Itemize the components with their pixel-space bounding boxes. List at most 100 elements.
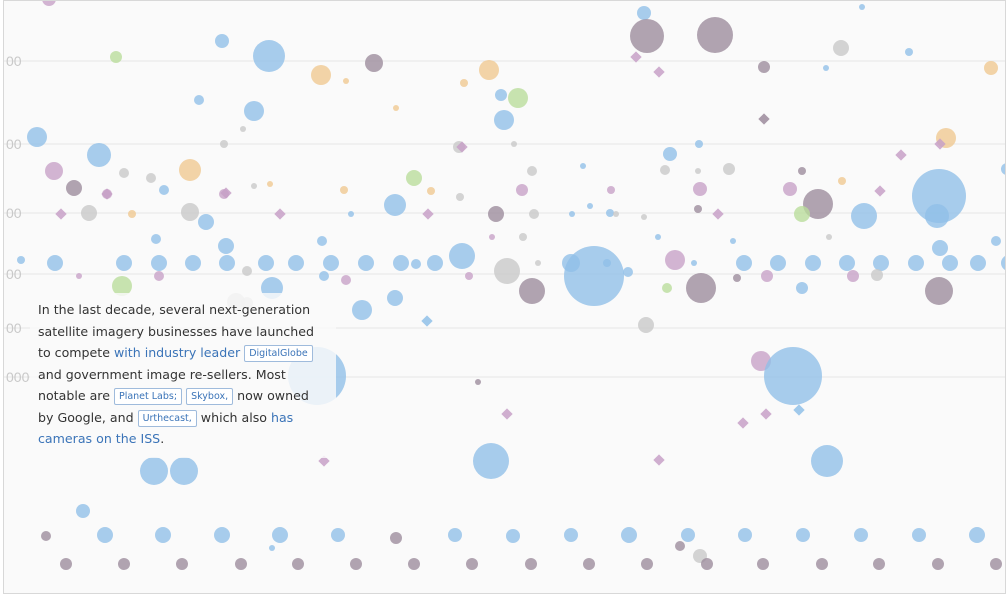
satellite-bubble[interactable]	[323, 255, 339, 271]
satellite-diamond[interactable]	[895, 149, 907, 161]
satellite-bubble[interactable]	[757, 558, 769, 570]
satellite-bubble[interactable]	[219, 255, 235, 271]
satellite-diamond[interactable]	[874, 185, 886, 197]
satellite-bubble[interactable]	[112, 276, 132, 296]
satellite-bubble[interactable]	[691, 260, 697, 266]
satellite-bubble[interactable]	[475, 379, 481, 385]
satellite-bubble[interactable]	[912, 528, 926, 542]
satellite-bubble[interactable]	[758, 61, 770, 73]
satellite-bubble[interactable]	[17, 256, 25, 264]
satellite-bubble[interactable]	[387, 290, 403, 306]
satellite-diamond[interactable]	[422, 208, 434, 220]
satellite-bubble[interactable]	[350, 558, 362, 570]
satellite-diamond[interactable]	[653, 454, 665, 466]
satellite-bubble[interactable]	[794, 206, 810, 222]
satellite-bubble[interactable]	[761, 270, 773, 282]
satellite-bubble[interactable]	[267, 181, 273, 187]
satellite-bubble[interactable]	[516, 184, 528, 196]
satellite-bubble[interactable]	[155, 527, 171, 543]
satellite-bubble[interactable]	[873, 255, 889, 271]
satellite-bubble[interactable]	[170, 457, 198, 485]
satellite-bubble[interactable]	[519, 233, 527, 241]
satellite-bubble[interactable]	[770, 255, 786, 271]
satellite-bubble[interactable]	[465, 272, 473, 280]
satellite-bubble[interactable]	[621, 527, 637, 543]
satellite-bubble[interactable]	[508, 88, 528, 108]
satellite-bubble[interactable]	[970, 255, 986, 271]
satellite-bubble[interactable]	[253, 40, 285, 72]
satellite-bubble[interactable]	[269, 545, 275, 551]
satellite-bubble[interactable]	[181, 203, 199, 221]
satellite-bubble[interactable]	[272, 527, 288, 543]
satellite-bubble[interactable]	[663, 147, 677, 161]
satellite-bubble[interactable]	[506, 529, 520, 543]
satellite-bubble[interactable]	[220, 140, 228, 148]
satellite-bubble[interactable]	[119, 168, 129, 178]
satellite-bubble[interactable]	[686, 273, 716, 303]
satellite-bubble[interactable]	[198, 214, 214, 230]
satellite-bubble[interactable]	[214, 527, 230, 543]
satellite-bubble[interactable]	[66, 180, 82, 196]
satellite-bubble[interactable]	[406, 170, 422, 186]
satellite-bubble[interactable]	[694, 205, 702, 213]
satellite-bubble[interactable]	[912, 169, 966, 223]
satellite-bubble[interactable]	[925, 277, 953, 305]
satellite-bubble[interactable]	[564, 246, 624, 306]
satellite-bubble[interactable]	[693, 182, 707, 196]
satellite-bubble[interactable]	[488, 206, 504, 222]
satellite-bubble[interactable]	[495, 89, 507, 101]
satellite-bubble[interactable]	[764, 347, 822, 405]
satellite-bubble[interactable]	[583, 558, 595, 570]
satellite-bubble[interactable]	[448, 528, 462, 542]
satellite-bubble[interactable]	[343, 78, 349, 84]
satellite-bubble[interactable]	[535, 260, 541, 266]
satellite-bubble[interactable]	[365, 54, 383, 72]
industry-leader-link[interactable]: with industry leader	[113, 345, 241, 360]
satellite-bubble[interactable]	[607, 186, 615, 194]
satellite-bubble[interactable]	[969, 527, 985, 543]
satellite-bubble[interactable]	[390, 532, 402, 544]
satellite-bubble[interactable]	[140, 457, 168, 485]
satellite-bubble[interactable]	[288, 255, 304, 271]
satellite-bubble[interactable]	[833, 40, 849, 56]
satellite-bubble[interactable]	[411, 259, 421, 269]
satellite-bubble[interactable]	[932, 240, 948, 256]
satellite-bubble[interactable]	[81, 205, 97, 221]
satellite-bubble[interactable]	[641, 558, 653, 570]
satellite-bubble[interactable]	[194, 95, 204, 105]
satellite-bubble[interactable]	[1001, 255, 1006, 271]
satellite-bubble[interactable]	[660, 165, 670, 175]
satellite-bubble[interactable]	[701, 558, 713, 570]
satellite-bubble[interactable]	[564, 528, 578, 542]
satellite-bubble[interactable]	[529, 209, 539, 219]
satellite-bubble[interactable]	[637, 6, 651, 20]
satellite-bubble[interactable]	[525, 558, 537, 570]
satellite-bubble[interactable]	[847, 270, 859, 282]
satellite-bubble[interactable]	[655, 234, 661, 240]
satellite-bubble[interactable]	[1001, 163, 1006, 175]
iss-cameras-link[interactable]: has cameras on the ISS	[38, 409, 294, 447]
satellite-bubble[interactable]	[466, 558, 478, 570]
satellite-bubble[interactable]	[393, 105, 399, 111]
satellite-bubble[interactable]	[185, 255, 201, 271]
satellite-bubble[interactable]	[859, 4, 865, 10]
satellite-bubble[interactable]	[603, 259, 611, 267]
digitalglobe-tag[interactable]: DigitalGlobe	[244, 345, 313, 362]
satellite-bubble[interactable]	[805, 255, 821, 271]
satellite-bubble[interactable]	[179, 159, 201, 181]
satellite-bubble[interactable]	[723, 163, 735, 175]
satellite-bubble[interactable]	[97, 527, 113, 543]
satellite-diamond[interactable]	[934, 138, 946, 150]
satellite-bubble[interactable]	[27, 127, 47, 147]
satellite-diamond[interactable]	[421, 315, 433, 327]
satellite-diamond[interactable]	[758, 113, 770, 125]
satellite-bubble[interactable]	[697, 17, 733, 53]
satellite-bubble[interactable]	[695, 140, 703, 148]
satellite-bubble[interactable]	[292, 558, 304, 570]
satellite-bubble[interactable]	[154, 271, 164, 281]
satellite-bubble[interactable]	[905, 48, 913, 56]
satellite-bubble[interactable]	[176, 558, 188, 570]
satellite-bubble[interactable]	[87, 143, 111, 167]
satellite-diamond[interactable]	[760, 408, 772, 420]
satellite-bubble[interactable]	[408, 558, 420, 570]
